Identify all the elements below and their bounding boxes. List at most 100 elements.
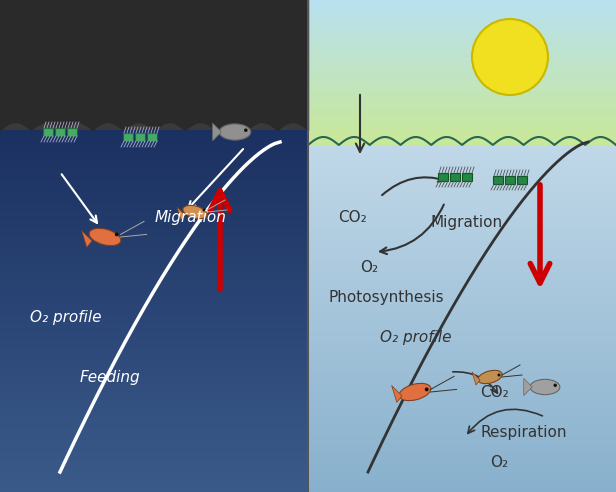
Bar bbox=[308, 205, 616, 206]
Bar bbox=[308, 275, 616, 276]
Bar bbox=[308, 215, 616, 216]
Bar bbox=[308, 278, 616, 279]
Bar bbox=[308, 96, 616, 97]
Bar bbox=[308, 252, 616, 253]
Bar bbox=[0, 370, 308, 371]
Bar bbox=[308, 260, 616, 261]
Bar bbox=[308, 480, 616, 481]
Bar bbox=[0, 397, 308, 398]
Bar bbox=[0, 266, 308, 267]
Bar bbox=[0, 483, 308, 484]
Bar bbox=[0, 425, 308, 426]
Bar bbox=[308, 144, 616, 145]
Bar bbox=[308, 405, 616, 406]
Bar bbox=[0, 184, 308, 185]
Bar bbox=[308, 365, 616, 366]
Bar bbox=[308, 256, 616, 257]
Bar bbox=[308, 148, 616, 149]
Bar bbox=[308, 247, 616, 248]
Bar bbox=[308, 340, 616, 341]
Bar bbox=[308, 396, 616, 397]
Bar bbox=[308, 282, 616, 283]
Bar bbox=[308, 267, 616, 268]
Bar bbox=[308, 175, 616, 176]
Bar bbox=[308, 382, 616, 383]
Bar bbox=[308, 296, 616, 297]
Bar bbox=[0, 415, 308, 416]
Bar bbox=[0, 467, 308, 468]
Bar bbox=[308, 203, 616, 204]
Bar bbox=[0, 354, 308, 355]
Bar bbox=[0, 139, 308, 140]
Bar bbox=[308, 412, 616, 413]
Bar bbox=[0, 293, 308, 294]
Bar bbox=[308, 366, 616, 367]
Bar bbox=[308, 291, 616, 292]
Bar bbox=[308, 90, 616, 91]
Bar bbox=[0, 469, 308, 470]
Bar bbox=[308, 376, 616, 377]
Bar bbox=[308, 378, 616, 379]
Bar bbox=[308, 384, 616, 385]
Bar bbox=[308, 483, 616, 484]
Bar bbox=[0, 475, 308, 476]
Bar bbox=[0, 301, 308, 302]
Bar bbox=[0, 373, 308, 374]
Bar bbox=[0, 279, 308, 280]
Circle shape bbox=[554, 384, 557, 387]
Bar bbox=[0, 435, 308, 436]
Bar bbox=[308, 167, 616, 168]
Bar bbox=[135, 133, 145, 141]
Bar bbox=[308, 193, 616, 194]
Bar bbox=[308, 441, 616, 442]
Bar bbox=[0, 145, 308, 146]
Polygon shape bbox=[213, 123, 222, 141]
Bar bbox=[308, 17, 616, 18]
Bar bbox=[0, 185, 308, 186]
Bar bbox=[308, 335, 616, 336]
Bar bbox=[308, 43, 616, 44]
Bar bbox=[308, 83, 616, 84]
Bar bbox=[308, 221, 616, 222]
Bar bbox=[308, 217, 616, 218]
Bar bbox=[0, 232, 308, 233]
Bar bbox=[308, 459, 616, 460]
Bar bbox=[308, 121, 616, 122]
Bar bbox=[0, 485, 308, 486]
Bar bbox=[0, 141, 308, 142]
Bar bbox=[308, 36, 616, 37]
Bar bbox=[308, 104, 616, 105]
Bar bbox=[0, 486, 308, 487]
Bar bbox=[0, 144, 308, 145]
Bar bbox=[308, 418, 616, 419]
Bar bbox=[308, 59, 616, 60]
Bar bbox=[0, 396, 308, 397]
Bar bbox=[0, 410, 308, 411]
Bar bbox=[505, 176, 515, 184]
Bar bbox=[308, 188, 616, 189]
Bar bbox=[0, 292, 308, 293]
Bar bbox=[308, 242, 616, 243]
Bar bbox=[308, 484, 616, 485]
Bar bbox=[0, 223, 308, 224]
Bar bbox=[308, 97, 616, 98]
Bar bbox=[308, 68, 616, 69]
Bar bbox=[0, 434, 308, 435]
Bar bbox=[308, 253, 616, 254]
Bar bbox=[308, 128, 616, 129]
Bar bbox=[0, 295, 308, 296]
Bar bbox=[308, 326, 616, 327]
Polygon shape bbox=[524, 378, 532, 396]
Bar bbox=[308, 300, 616, 301]
Bar bbox=[0, 314, 308, 315]
Bar bbox=[308, 196, 616, 197]
Bar bbox=[308, 408, 616, 409]
Bar bbox=[308, 136, 616, 137]
Bar bbox=[308, 403, 616, 404]
Bar bbox=[308, 351, 616, 352]
Bar bbox=[0, 447, 308, 448]
Bar bbox=[0, 308, 308, 309]
Bar bbox=[0, 187, 308, 188]
Bar bbox=[308, 415, 616, 416]
Bar bbox=[308, 466, 616, 467]
